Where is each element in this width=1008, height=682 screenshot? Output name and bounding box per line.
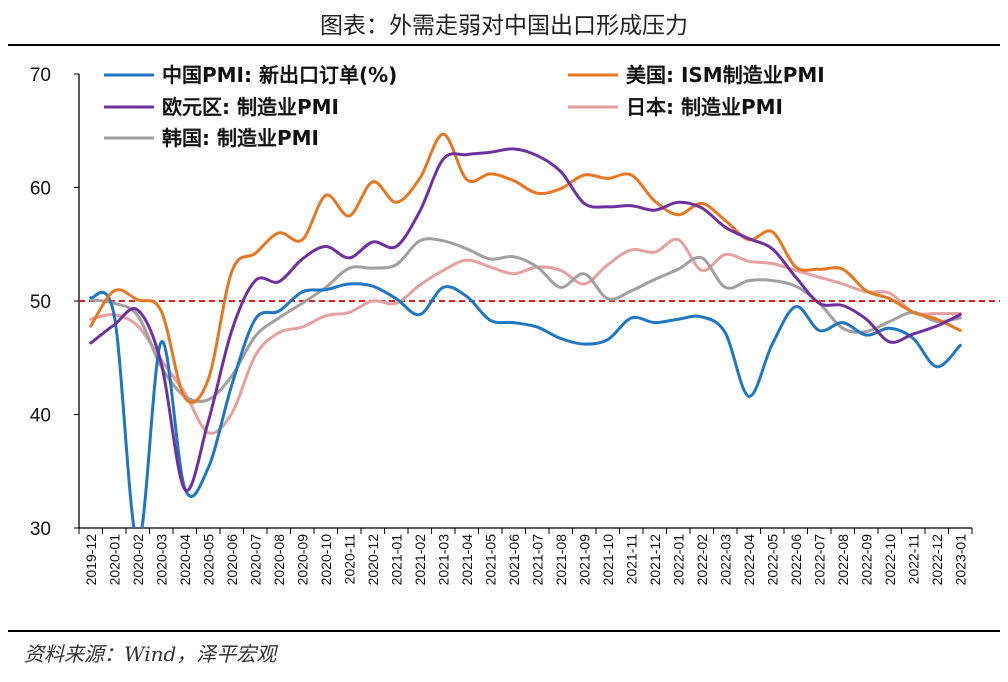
x-tick-label: 2020-06: [224, 534, 240, 586]
x-tick-label: 2021-09: [576, 534, 592, 586]
legend: 中国PMI: 新出口订单(%) 美国: ISM制造业PMI 欧元区: 制造业PMI 日…: [104, 63, 825, 150]
source-note: 资料来源：Wind，泽平宏观: [24, 642, 277, 666]
y-tick-label: 40: [30, 406, 51, 427]
x-tick-label: 2021-01: [388, 534, 404, 586]
x-tick-label: 2022-12: [929, 534, 945, 586]
series-line-1: [89, 132, 962, 404]
y-tick-label: 30: [30, 519, 51, 540]
series-line-3: [89, 237, 962, 435]
x-tick-label: 2020-12: [365, 534, 381, 586]
x-tick-label: 2020-01: [106, 534, 122, 586]
y-tick-label: 70: [30, 65, 51, 86]
x-tick-label: 2022-01: [670, 534, 686, 586]
x-tick-label: 2020-02: [130, 534, 146, 586]
x-tick-label: 2021-07: [529, 534, 545, 586]
x-tick-label: 2022-04: [741, 534, 757, 586]
x-tick-label: 2022-11: [905, 534, 921, 585]
x-tick-label: 2020-10: [318, 534, 334, 586]
x-tick-label: 2021-05: [482, 534, 498, 586]
legend-label: 韩国: 制造业PMI: [162, 126, 319, 150]
y-tick-label: 60: [30, 179, 51, 200]
y-tick-label: 50: [30, 292, 51, 313]
x-tick-label: 2019-12: [83, 534, 99, 586]
line-chart: 30 40 50 60 70 2019-12 2020-01 2020-02 2020-03 20…: [30, 63, 1000, 585]
legend-label: 欧元区: 制造业PMI: [162, 95, 339, 119]
x-tick-label: 2021-03: [435, 534, 451, 586]
x-tick-label: 2021-12: [647, 534, 663, 586]
x-tick-label: 2021-10: [600, 534, 616, 586]
x-tick-label: 2022-06: [788, 534, 804, 586]
x-tick-label: 2020-03: [153, 534, 169, 586]
top-rule: [8, 44, 1000, 46]
x-tick-label: 2020-11: [341, 534, 357, 585]
x-tick-label: 2020-04: [177, 534, 193, 586]
x-tick-label: 2021-04: [459, 534, 475, 586]
x-tick-label: 2021-08: [553, 534, 569, 586]
chart-title: 图表：外需走弱对中国出口形成压力: [320, 13, 688, 39]
x-tick-label: 2021-06: [506, 534, 522, 586]
series-line-0: [89, 282, 962, 528]
series-lines: [89, 132, 962, 528]
legend-label: 日本: 制造业PMI: [626, 95, 783, 119]
x-tick-label: 2021-02: [412, 534, 428, 586]
x-tick-label: 2023-01: [952, 534, 968, 586]
x-tick-label: 2020-08: [271, 534, 287, 586]
x-tick-label: 2022-05: [764, 534, 780, 586]
legend-label: 美国: ISM制造业PMI: [626, 63, 825, 87]
x-tick-label: 2020-09: [294, 534, 310, 586]
x-tick-label: 2021-11: [623, 534, 639, 585]
x-tick-label: 2022-02: [694, 534, 710, 586]
bottom-rule: [8, 630, 1000, 632]
x-tick-label: 2022-07: [811, 534, 827, 586]
x-tick-label: 2022-10: [882, 534, 898, 586]
x-tick-label: 2022-03: [717, 534, 733, 586]
series-line-2: [89, 147, 962, 493]
x-tick-label: 2020-05: [200, 534, 216, 586]
x-tick-label: 2022-08: [835, 534, 851, 586]
legend-label: 中国PMI: 新出口订单(%): [162, 63, 397, 87]
x-tick-label: 2022-09: [858, 534, 874, 586]
x-tick-label: 2020-07: [247, 534, 263, 586]
axes: 30 40 50 60 70 2019-12 2020-01 2020-02 2020-03 20…: [30, 65, 1000, 585]
